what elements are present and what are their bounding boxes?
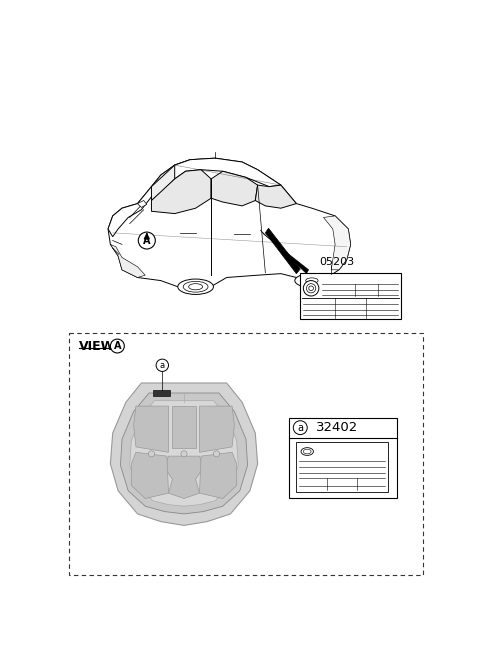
- Polygon shape: [120, 393, 248, 514]
- Circle shape: [110, 339, 124, 353]
- Polygon shape: [110, 383, 258, 526]
- Ellipse shape: [178, 279, 214, 294]
- Polygon shape: [175, 158, 281, 187]
- Polygon shape: [130, 401, 238, 506]
- Polygon shape: [200, 406, 234, 452]
- Circle shape: [138, 232, 156, 249]
- Ellipse shape: [301, 447, 313, 455]
- Circle shape: [306, 284, 316, 293]
- Bar: [300, 273, 401, 319]
- Polygon shape: [324, 216, 350, 270]
- Bar: [153, 390, 170, 396]
- Circle shape: [303, 281, 319, 296]
- Circle shape: [214, 451, 220, 457]
- Circle shape: [156, 359, 168, 371]
- Circle shape: [148, 451, 155, 457]
- Polygon shape: [137, 200, 147, 208]
- Ellipse shape: [189, 284, 203, 290]
- Ellipse shape: [300, 276, 324, 285]
- Ellipse shape: [295, 274, 329, 288]
- Text: A: A: [143, 236, 151, 246]
- Polygon shape: [152, 160, 190, 200]
- Text: 05203: 05203: [320, 257, 355, 267]
- Polygon shape: [108, 158, 350, 288]
- Polygon shape: [108, 165, 175, 237]
- Polygon shape: [132, 452, 168, 499]
- Text: a: a: [160, 361, 165, 370]
- Ellipse shape: [183, 281, 208, 292]
- Bar: [288, 418, 397, 499]
- Polygon shape: [152, 170, 211, 214]
- Polygon shape: [255, 185, 296, 208]
- Polygon shape: [265, 228, 300, 274]
- Ellipse shape: [303, 449, 311, 454]
- Text: a: a: [297, 422, 303, 433]
- Ellipse shape: [306, 278, 318, 283]
- Polygon shape: [133, 406, 168, 452]
- Circle shape: [309, 286, 313, 290]
- Bar: [296, 442, 388, 492]
- Polygon shape: [211, 171, 258, 206]
- Text: 32402: 32402: [316, 421, 358, 434]
- Polygon shape: [200, 452, 237, 499]
- Polygon shape: [165, 456, 204, 499]
- Text: VIEW: VIEW: [79, 340, 116, 353]
- Circle shape: [293, 420, 307, 434]
- Circle shape: [181, 451, 187, 457]
- Text: A: A: [114, 341, 121, 351]
- Polygon shape: [172, 406, 196, 449]
- Polygon shape: [260, 230, 309, 274]
- Polygon shape: [110, 244, 145, 277]
- Bar: [69, 333, 423, 576]
